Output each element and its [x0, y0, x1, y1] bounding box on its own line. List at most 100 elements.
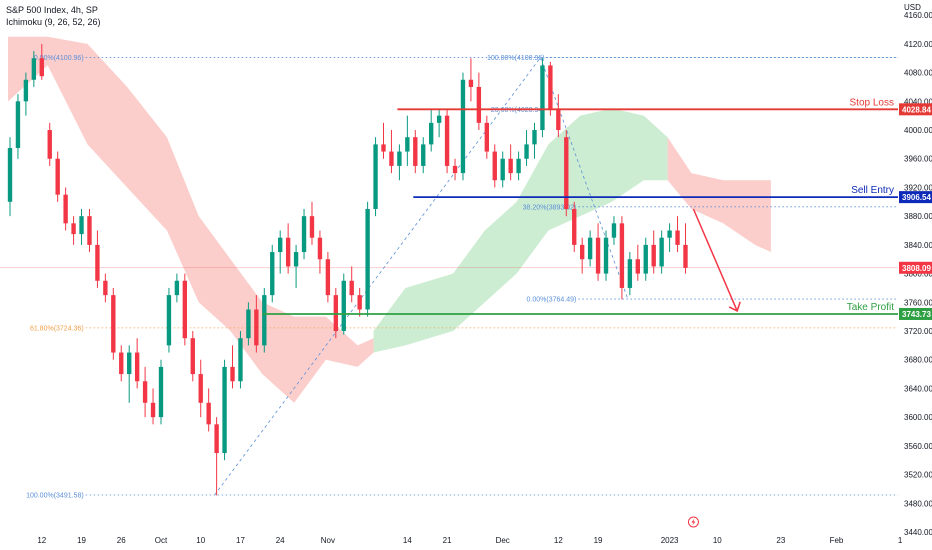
price-tag-take-profit — [899, 307, 932, 320]
candle-body — [285, 237, 291, 267]
candle-body — [182, 280, 188, 339]
price-tag-text: 4028.84 — [902, 105, 931, 114]
price-tag-text: 3906.54 — [902, 193, 931, 202]
fib-level-label: 0.00%(4100.96) — [34, 55, 84, 62]
candle-body — [166, 295, 172, 346]
fib-level-label: 23.60%(4028.94) — [491, 107, 545, 114]
candle-body — [667, 230, 672, 238]
lightning-icon — [691, 518, 696, 526]
candle-body — [341, 280, 346, 332]
last-price-tag-text: 3808.09 — [902, 264, 931, 273]
price-tag-sell-entry — [899, 191, 932, 204]
candle-body — [484, 122, 489, 152]
ichimoku-cloud — [8, 36, 771, 403]
price-tick-label: 3520.00 — [904, 471, 932, 480]
last-price-tag — [899, 261, 932, 274]
candle-body — [460, 79, 466, 174]
time-tick-label: Dec — [496, 536, 510, 545]
candle-body — [127, 352, 132, 375]
candle-body — [579, 244, 585, 260]
candle-body — [444, 115, 450, 166]
level-label-take-profit: Take Profit — [847, 302, 894, 313]
time-tick-label: 12 — [554, 536, 563, 545]
candle-body — [214, 424, 219, 454]
price-tick-label: 3760.00 — [904, 298, 932, 307]
time-tick-label: 2023 — [661, 536, 679, 545]
candle-body — [230, 366, 235, 382]
price-tick-label: 3440.00 — [904, 528, 932, 537]
cloud-bull — [373, 108, 668, 353]
candle-body — [23, 79, 29, 102]
candle-body — [174, 280, 180, 296]
trade-levels: Stop Loss Sell Entry Take Profit — [262, 97, 898, 315]
candle-body — [357, 295, 362, 310]
price-tick-label: 4040.00 — [904, 97, 932, 106]
arrow-head — [728, 301, 741, 312]
fib-level-label: 38.20%(3893.02) — [523, 204, 577, 211]
candle-body — [627, 259, 633, 288]
price-tick-label: 3720.00 — [904, 327, 932, 336]
candle-body — [55, 158, 60, 195]
candle-body — [429, 122, 434, 145]
candle-body — [333, 295, 339, 332]
time-tick-label: 1 — [898, 536, 903, 545]
candle-body — [524, 144, 529, 159]
candle-body — [222, 366, 227, 454]
time-tick-label: 12 — [37, 536, 46, 545]
candle-body — [619, 223, 625, 288]
candle-body — [293, 252, 299, 267]
candle-body — [15, 101, 21, 148]
candle-body — [381, 144, 386, 152]
fib-level-label: 100.00%(3491.58) — [26, 492, 84, 499]
candle-body — [31, 58, 37, 80]
candle-body — [365, 208, 370, 310]
candle-body — [47, 130, 52, 159]
candle-body — [270, 252, 275, 296]
fib-level-label: 100.00%(4100.96) — [487, 55, 545, 62]
candle-body — [198, 374, 203, 403]
candle-body — [540, 65, 545, 131]
candle-body — [87, 216, 92, 245]
cloud-bear-2 — [667, 137, 771, 253]
candle-body — [611, 223, 617, 238]
candle-body — [587, 237, 593, 260]
price-axis[interactable]: USD 3440.00 3480.00 3520.00 3560.00 3600.00 36… — [899, 3, 932, 537]
time-tick-label: 26 — [117, 536, 126, 545]
candle-body — [500, 158, 505, 181]
fib-trend-line-1 — [214, 57, 541, 496]
candle-body — [603, 237, 609, 274]
candle-body — [63, 194, 68, 224]
price-tag-text: 3743.73 — [902, 310, 931, 319]
cloud-bear-1 — [8, 36, 374, 403]
price-tick-label: 3840.00 — [904, 241, 932, 250]
candle-body — [413, 137, 418, 166]
candle-body — [659, 237, 664, 267]
candle-body — [309, 216, 315, 238]
price-tick-label: 3640.00 — [904, 384, 932, 393]
candle-body — [436, 115, 442, 123]
level-label-sell-entry: Sell Entry — [851, 185, 894, 196]
candle-body — [508, 158, 513, 174]
candle-body — [246, 309, 251, 339]
candle-body — [373, 144, 378, 209]
candle-body — [301, 216, 307, 253]
time-tick-label: Oct — [155, 536, 168, 545]
candle-body — [452, 165, 458, 174]
time-tick-label: 19 — [77, 536, 86, 545]
candle-body — [71, 223, 76, 235]
candle-body — [548, 65, 553, 109]
candle-body — [190, 338, 195, 375]
time-axis[interactable]: 12 19 26 Oct 10 17 24 Nov 14 21 Dec 12 19 2023 10 23 Feb… — [37, 516, 903, 545]
candle-body — [421, 144, 426, 166]
candle-body — [556, 108, 561, 131]
chart-legend: S&P 500 Index, 4h, SP Ichimoku (9, 26, 5… — [6, 4, 101, 28]
price-tick-label: 3880.00 — [904, 212, 932, 221]
price-tag-stop-loss — [899, 103, 932, 116]
candle-body — [317, 237, 323, 260]
arrow-shaft — [692, 208, 738, 312]
candle-body — [389, 151, 394, 166]
currency-label: USD — [904, 3, 921, 12]
candle-body — [262, 295, 267, 346]
fib-level-label: 61.80%(3724.36) — [30, 325, 84, 332]
